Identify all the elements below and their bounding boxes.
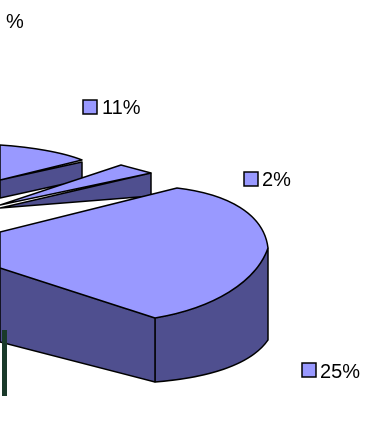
dark-edge-mark bbox=[2, 330, 7, 396]
chart-title: % bbox=[6, 11, 24, 33]
data-label-11-text: 11% bbox=[102, 97, 141, 119]
data-label-25: 25% bbox=[301, 361, 360, 383]
pie-slice-25-top bbox=[0, 187, 269, 319]
legend-square-icon bbox=[301, 362, 317, 378]
pie-slice-25 bbox=[0, 187, 269, 383]
legend-square-icon bbox=[243, 171, 259, 187]
pie-slice-2 bbox=[0, 164, 152, 209]
pie-slice-left-top bbox=[0, 144, 83, 181]
legend-square-icon bbox=[82, 99, 98, 115]
data-label-25-text: 25% bbox=[320, 361, 360, 383]
pie-slice-left bbox=[0, 144, 83, 199]
data-label-11: 11% bbox=[82, 97, 141, 119]
pie-slice-2-top bbox=[0, 164, 152, 206]
pie-slice-left-side bbox=[0, 161, 83, 199]
data-label-2-text: 2% bbox=[262, 169, 291, 191]
data-label-2: 2% bbox=[243, 169, 291, 191]
